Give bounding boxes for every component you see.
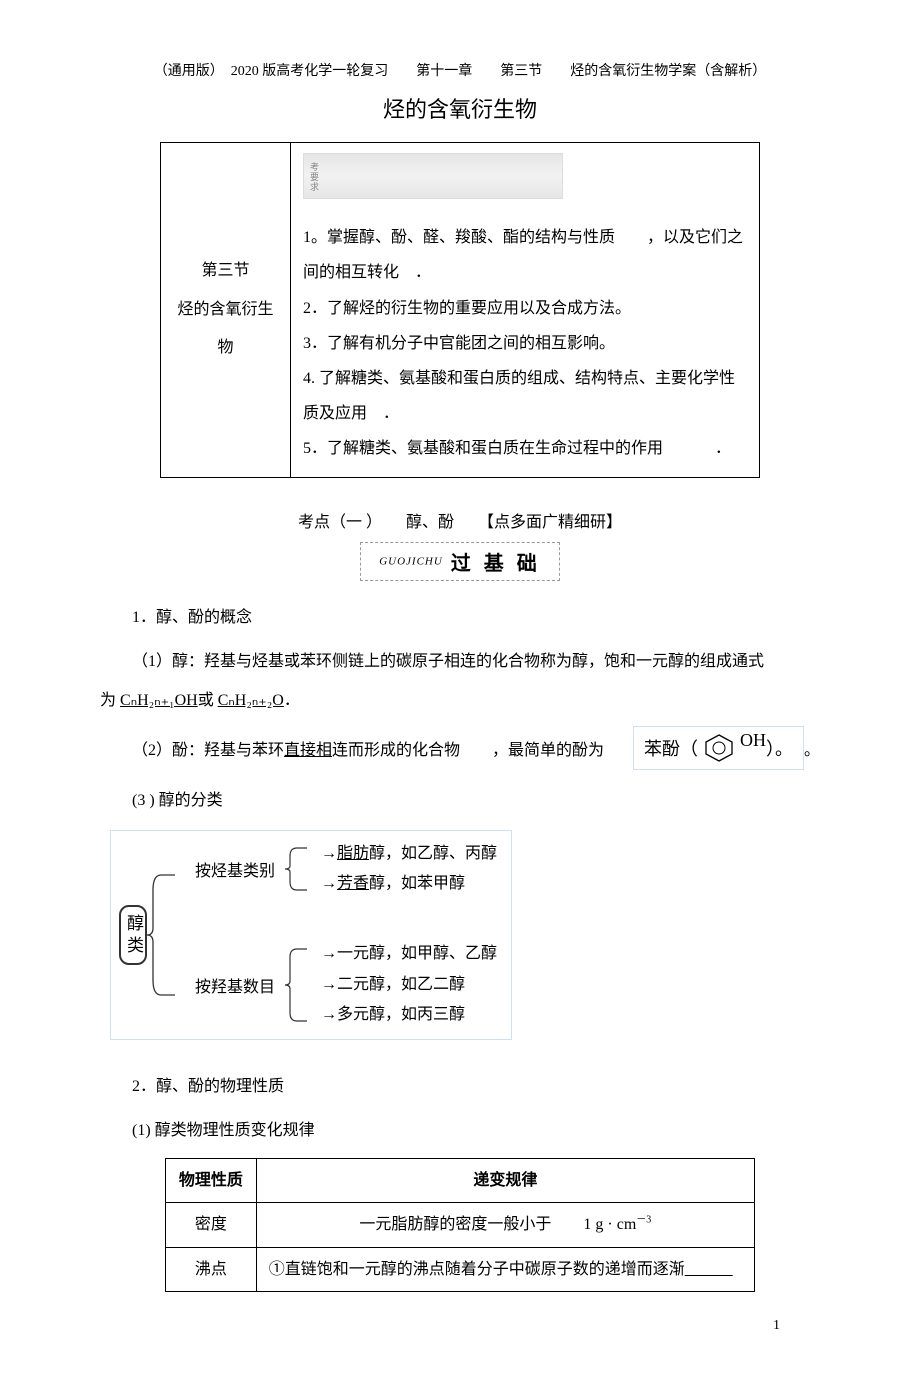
b1-u2: 芳香 <box>337 875 369 892</box>
phenol-row: （2）酚：羟基与苯环直接相连而形成的化合物 ，最简单的酚为 苯酚（ OH ）。 … <box>100 726 820 770</box>
section-2-sub: (1) 醇类物理性质变化规律 <box>100 1114 820 1148</box>
syllabus-right-cell: 1。掌握醇、酚、醛、羧酸、酯的结构与性质 ，以及它们之间的相互转化 ． 2．了解… <box>291 143 760 478</box>
formula-or: 或 <box>198 692 214 709</box>
formula-2: CₙH₂ₙ₊₂O <box>218 692 284 709</box>
req-item-1: 1。掌握醇、酚、醛、羧酸、酯的结构与性质 ，以及它们之间的相互转化 ． <box>303 220 747 290</box>
td-density-label: 密度 <box>166 1203 257 1248</box>
b2-item-2: →二元醇，如乙二醇 <box>321 970 497 1000</box>
properties-table: 物理性质 递变规律 密度 一元脂肪醇的密度一般小于 1 g · cm－3 沸点 … <box>165 1158 755 1293</box>
phenol-formula-box: 苯酚（ OH ）。 <box>633 726 804 770</box>
para-1-2-b: 连而形成的化合物 ，最简单的酚为 <box>332 742 604 759</box>
page-title: 烃的含氧衍生物 <box>100 92 820 124</box>
b2-t1: 一元醇，如甲醇、乙醇 <box>337 945 497 962</box>
root-bracket-icon <box>147 860 175 1010</box>
para-1-1a: （1）醇：羟基与烃基或苯环侧链上的碳原子相连的化合物称为醇，饱和一元醇的组成通式 <box>100 645 820 679</box>
classification-diagram: 醇类 按烃基类别 →脂肪醇，如乙醇、丙醇 →芳香醇，如苯甲醇 按羟基数目 <box>110 830 512 1040</box>
branch-2-label: 按羟基数目 <box>195 973 285 997</box>
th-property: 物理性质 <box>166 1158 257 1203</box>
b1-item-2: →芳香醇，如苯甲醇 <box>321 869 497 899</box>
branch-1-items: →脂肪醇，如乙醇、丙醇 →芳香醇，如苯甲醇 <box>321 839 497 900</box>
page-number: 1 <box>100 1318 820 1334</box>
phenol-close: ）。 <box>766 735 793 761</box>
b2-t2: 二元醇，如乙二醇 <box>337 976 465 993</box>
branch-1: 按烃基类别 →脂肪醇，如乙醇、丙醇 →芳香醇，如苯甲醇 <box>195 839 497 900</box>
req-item-4: 4. 了解糖类、氨基酸和蛋白质的组成、结构特点、主要化学性质及应用 ． <box>303 361 747 431</box>
diagram-inner: 醇类 按烃基类别 →脂肪醇，如乙醇、丙醇 →芳香醇，如苯甲醇 按羟基数目 <box>119 839 497 1031</box>
guojichu-container: GUOJICHU 过 基 础 <box>100 542 820 581</box>
branch-column: 按烃基类别 →脂肪醇，如乙醇、丙醇 →芳香醇，如苯甲醇 按羟基数目 →一元醇，如… <box>195 839 497 1031</box>
kaodian-heading: 考点（一 ） 醇、酚 【点多面广精细研】 <box>100 508 820 532</box>
branch-2: 按羟基数目 →一元醇，如甲醇、乙醇 →二元醇，如乙二醇 →多元醇，如丙三醇 <box>195 939 497 1030</box>
req-item-5: 5．了解糖类、氨基酸和蛋白质在生命过程中的作用 ． <box>303 431 747 466</box>
para-1-1b: 为 CₙH₂ₙ₊₁OH或 CₙH₂ₙ₊₂O． <box>100 684 820 718</box>
b1-item-1: →脂肪醇，如乙醇、丙醇 <box>321 839 497 869</box>
branch-1-bracket-icon <box>285 840 307 898</box>
page-header: （通用版） 2020 版高考化学一轮复习 第十一章 第三节 烃的含氧衍生物学案（… <box>100 60 820 80</box>
guojichu-box: GUOJICHU 过 基 础 <box>360 542 560 581</box>
syllabus-table: 第三节烃的含氧衍生物 1。掌握醇、酚、醛、羧酸、酯的结构与性质 ，以及它们之间的… <box>160 142 760 478</box>
para-1-2-u: 直接相 <box>284 742 332 759</box>
gray-header-box <box>303 153 563 199</box>
phenol-oh: OH <box>740 730 766 751</box>
syllabus-left-cell: 第三节烃的含氧衍生物 <box>161 143 291 478</box>
branch-1-label: 按烃基类别 <box>195 857 285 881</box>
branch-2-bracket-icon <box>285 943 307 1027</box>
guojichu-hanzi: 过 基 础 <box>451 553 541 575</box>
b2-t3: 多元醇，如丙三醇 <box>337 1006 465 1023</box>
th-rule: 递变规律 <box>256 1158 754 1203</box>
section-label: 第三节烃的含氧衍生物 <box>177 262 273 356</box>
req-item-2: 2．了解烃的衍生物的重要应用以及合成方法。 <box>303 291 747 326</box>
b2-item-1: →一元醇，如甲醇、乙醇 <box>321 939 497 969</box>
req-item-3: 3．了解有机分子中官能团之间的相互影响。 <box>303 326 747 361</box>
para-1-2-a: （2）酚：羟基与苯环 <box>132 742 284 759</box>
guojichu-pinyin: GUOJICHU <box>379 555 443 567</box>
section-1-title: 1．醇、酚的概念 <box>100 603 820 633</box>
phenol-trailing: 。 <box>804 736 820 760</box>
td-density-value: 一元脂肪醇的密度一般小于 1 g · cm－3 <box>256 1203 754 1248</box>
diagram-root: 醇类 <box>119 905 147 965</box>
branch-2-items: →一元醇，如甲醇、乙醇 →二元醇，如乙二醇 →多元醇，如丙三醇 <box>321 939 497 1030</box>
section-2-title: 2．醇、酚的物理性质 <box>100 1072 820 1102</box>
benzene-ring-icon <box>702 733 736 763</box>
density-sup: －3 <box>636 1215 651 1226</box>
td-boiling-value: ①直链饱和一元醇的沸点随着分子中碳原子数的递增而逐渐 <box>256 1247 754 1292</box>
boiling-text: ①直链饱和一元醇的沸点随着分子中碳原子数的递增而逐渐 <box>269 1261 685 1278</box>
para-1-2: （2）酚：羟基与苯环直接相连而形成的化合物 ，最简单的酚为 <box>100 736 625 760</box>
td-boiling-label: 沸点 <box>166 1247 257 1292</box>
b1-u1: 脂肪 <box>337 845 369 862</box>
b2-item-3: →多元醇，如丙三醇 <box>321 1000 497 1030</box>
formula-1: CₙH₂ₙ₊₁OH <box>120 692 198 709</box>
para-1-3: (3 ) 醇的分类 <box>100 784 820 818</box>
density-text: 一元脂肪醇的密度一般小于 1 g · cm <box>359 1216 636 1233</box>
phenol-label: 苯酚（ <box>644 735 698 761</box>
para-1-1b-prefix: 为 <box>100 692 120 709</box>
boiling-blank <box>685 1261 733 1278</box>
